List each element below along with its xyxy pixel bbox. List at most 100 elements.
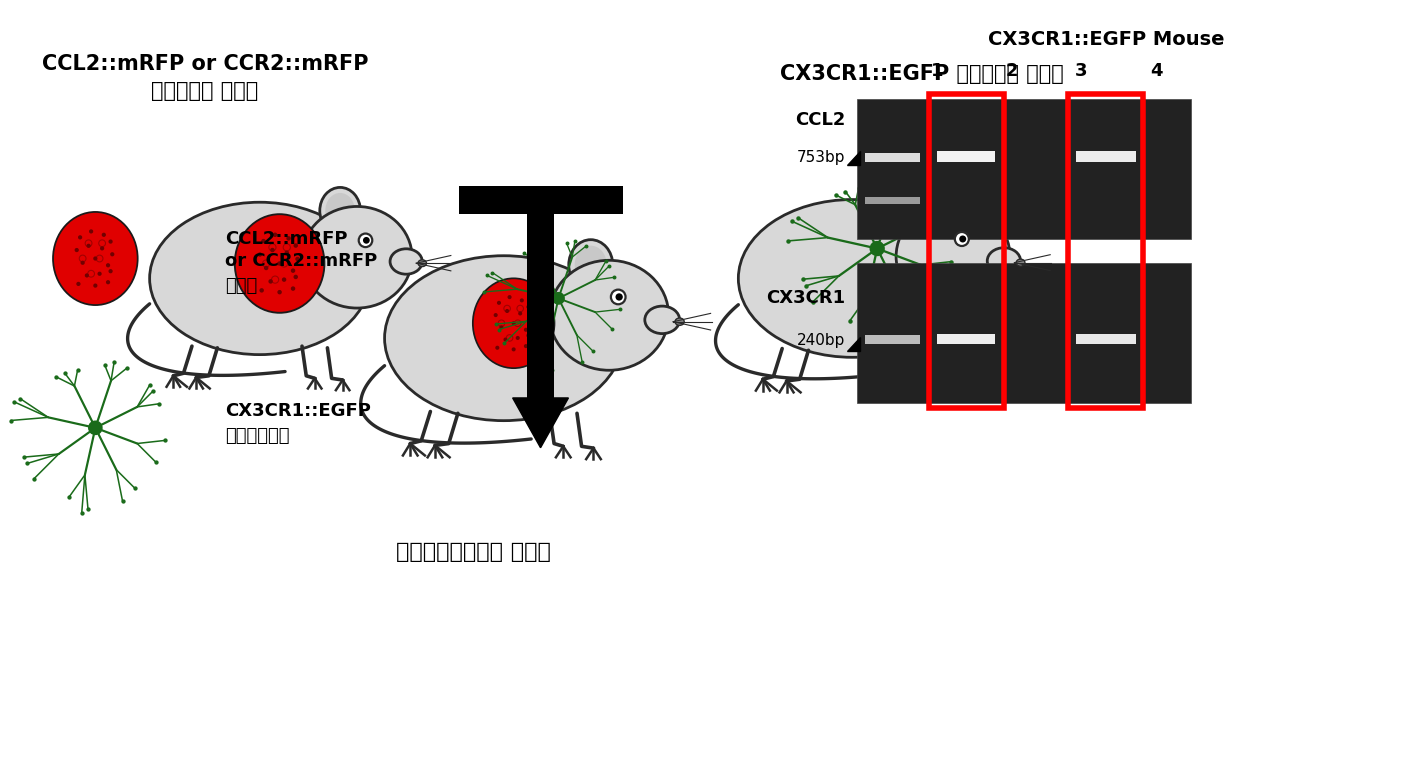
Text: 3: 3: [1076, 62, 1088, 81]
Ellipse shape: [1016, 259, 1024, 266]
Ellipse shape: [988, 248, 1020, 274]
Text: 753bp: 753bp: [796, 151, 846, 165]
Circle shape: [278, 261, 282, 266]
Circle shape: [363, 237, 370, 243]
Circle shape: [499, 326, 503, 329]
Circle shape: [293, 243, 298, 248]
Bar: [459, 186, 623, 214]
Ellipse shape: [896, 204, 1010, 309]
Bar: [1068, 94, 1144, 408]
Ellipse shape: [235, 214, 324, 313]
Circle shape: [109, 269, 113, 273]
Circle shape: [959, 236, 966, 243]
Ellipse shape: [390, 249, 422, 274]
Circle shape: [264, 266, 268, 270]
Ellipse shape: [384, 256, 623, 421]
Ellipse shape: [473, 278, 554, 368]
Circle shape: [615, 293, 623, 300]
Circle shape: [512, 321, 516, 326]
Circle shape: [98, 272, 102, 276]
Bar: [866, 153, 920, 162]
Circle shape: [77, 282, 81, 286]
Ellipse shape: [150, 202, 370, 355]
Circle shape: [273, 233, 278, 237]
Text: CX3CR1::EGFP 유전자변형 마우스: CX3CR1::EGFP 유전자변형 마우스: [781, 65, 1064, 84]
Ellipse shape: [550, 260, 669, 370]
Circle shape: [526, 305, 530, 309]
Circle shape: [282, 277, 286, 282]
Circle shape: [516, 336, 520, 340]
Ellipse shape: [575, 246, 606, 284]
Text: CCL2::mRFP or CCR2::mRFP: CCL2::mRFP or CCR2::mRFP: [41, 55, 368, 74]
Circle shape: [529, 317, 531, 321]
Circle shape: [290, 269, 295, 273]
Ellipse shape: [674, 318, 684, 326]
Text: 이중염증형광표지 마우스: 이중염증형광표지 마우스: [397, 542, 551, 562]
Circle shape: [85, 273, 89, 277]
Text: CX3CR1: CX3CR1: [767, 290, 846, 307]
Text: or CCR2::mRFP: or CCR2::mRFP: [225, 253, 377, 270]
Bar: [1077, 151, 1136, 162]
Bar: [857, 99, 1190, 239]
Ellipse shape: [645, 306, 680, 333]
Polygon shape: [847, 337, 860, 351]
Bar: [866, 336, 920, 344]
Circle shape: [106, 263, 111, 267]
Bar: [937, 151, 995, 162]
Bar: [1077, 334, 1136, 344]
Ellipse shape: [738, 200, 966, 357]
Circle shape: [81, 260, 85, 265]
Text: CCL2: CCL2: [795, 111, 846, 129]
Circle shape: [261, 239, 266, 243]
Text: 1: 1: [931, 62, 944, 81]
Circle shape: [278, 290, 282, 294]
Text: 4: 4: [1149, 62, 1162, 81]
Circle shape: [109, 240, 113, 243]
Circle shape: [512, 347, 516, 352]
Polygon shape: [513, 398, 568, 448]
Circle shape: [290, 286, 295, 291]
Circle shape: [553, 292, 565, 305]
Text: CX3CR1::EGFP Mouse: CX3CR1::EGFP Mouse: [988, 30, 1224, 49]
Text: 미세아교세포: 미세아교세포: [225, 427, 289, 445]
Circle shape: [106, 280, 111, 284]
Circle shape: [504, 309, 509, 313]
Circle shape: [78, 235, 82, 240]
Ellipse shape: [302, 207, 412, 308]
Circle shape: [293, 275, 298, 280]
Circle shape: [285, 250, 289, 255]
Ellipse shape: [418, 260, 427, 266]
Circle shape: [524, 328, 529, 332]
Circle shape: [286, 236, 290, 240]
Bar: [937, 334, 995, 344]
Circle shape: [88, 421, 102, 435]
Bar: [527, 214, 554, 398]
Circle shape: [496, 346, 499, 349]
Text: CX3CR1::EGFP: CX3CR1::EGFP: [225, 402, 371, 420]
Bar: [930, 94, 1003, 408]
Ellipse shape: [326, 193, 354, 228]
Circle shape: [94, 283, 98, 288]
Ellipse shape: [914, 184, 956, 233]
Circle shape: [519, 311, 523, 316]
Circle shape: [507, 295, 512, 300]
Circle shape: [503, 338, 507, 342]
Ellipse shape: [568, 240, 612, 290]
Circle shape: [359, 233, 373, 247]
Ellipse shape: [920, 190, 951, 227]
Circle shape: [295, 257, 300, 261]
Circle shape: [271, 248, 275, 252]
Text: 단핵구: 단핵구: [225, 277, 256, 296]
Text: 유전자변형 마우스: 유전자변형 마우스: [152, 81, 258, 101]
Circle shape: [101, 247, 105, 250]
Circle shape: [611, 290, 625, 304]
Circle shape: [258, 252, 262, 257]
Polygon shape: [847, 151, 860, 165]
Ellipse shape: [320, 187, 360, 234]
Circle shape: [955, 232, 969, 246]
Circle shape: [102, 233, 106, 237]
Text: CCL2::mRFP: CCL2::mRFP: [225, 230, 347, 247]
Text: 240bp: 240bp: [796, 333, 846, 348]
Circle shape: [94, 257, 98, 260]
Circle shape: [493, 313, 497, 317]
